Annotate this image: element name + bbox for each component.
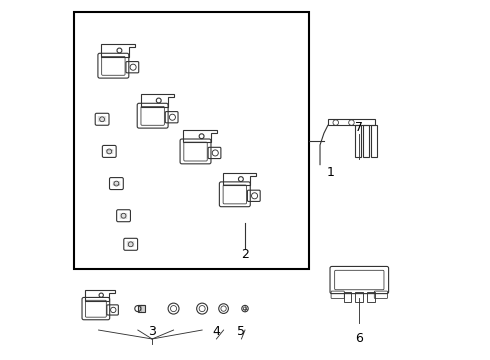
Text: 2: 2: [241, 248, 249, 261]
Text: 3: 3: [148, 325, 156, 338]
Text: 5: 5: [238, 325, 245, 338]
Text: 4: 4: [213, 325, 220, 338]
Text: 6: 6: [355, 332, 363, 345]
Text: 1: 1: [327, 166, 335, 179]
Text: 7: 7: [355, 121, 363, 134]
